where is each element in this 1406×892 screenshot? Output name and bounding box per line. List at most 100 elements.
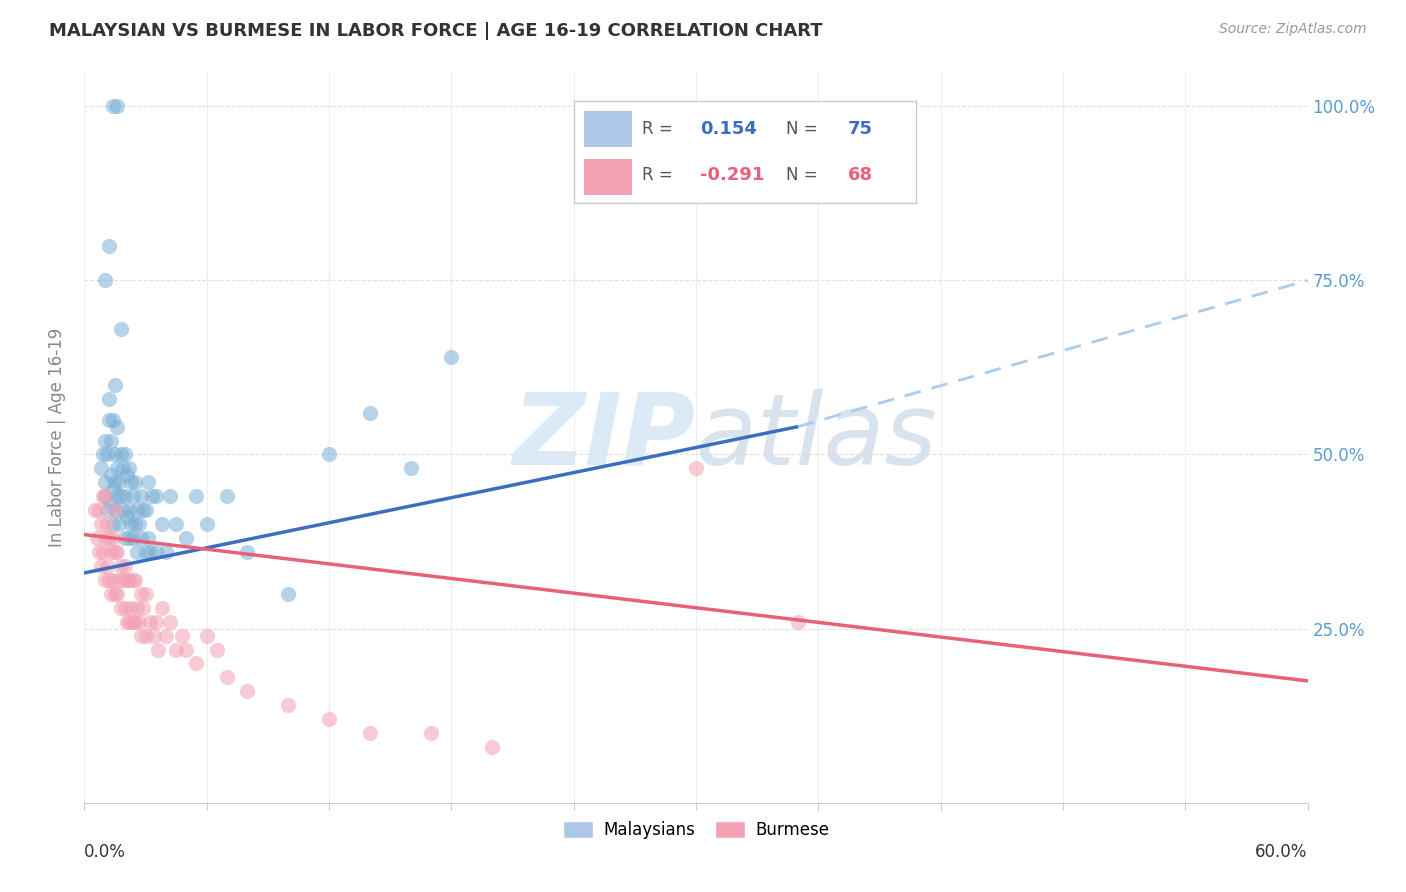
Point (128, 615, 150, 629)
Point (105, 545, 128, 559)
Point (236, 684, 259, 698)
Point (122, 531, 145, 545)
Point (136, 475, 159, 490)
Point (105, 587, 128, 601)
Point (101, 99, 124, 113)
Point (86, 531, 108, 545)
Point (83, 503, 105, 517)
Point (124, 615, 146, 629)
Point (127, 503, 149, 517)
Point (90, 461, 112, 475)
Point (217, 489, 239, 503)
Point (115, 573, 138, 587)
Point (108, 573, 131, 587)
Point (195, 517, 218, 532)
Point (108, 517, 131, 532)
Text: MALAYSIAN VS BURMESE IN LABOR FORCE | AGE 16-19 CORRELATION CHART: MALAYSIAN VS BURMESE IN LABOR FORCE | AG… (49, 22, 823, 40)
Point (420, 726, 443, 740)
Point (132, 600, 155, 615)
Point (101, 483, 124, 497)
Point (122, 573, 145, 587)
Point (91, 545, 114, 559)
Point (359, 406, 381, 420)
Point (128, 517, 150, 532)
Point (118, 573, 141, 587)
Point (110, 489, 132, 503)
Point (100, 587, 122, 601)
Point (174, 642, 197, 657)
Point (114, 558, 136, 573)
Point (150, 600, 173, 615)
Point (399, 461, 422, 475)
Point (97, 573, 120, 587)
Point (155, 545, 177, 559)
Point (114, 531, 136, 545)
Point (105, 461, 128, 475)
Point (114, 489, 136, 503)
Point (146, 642, 169, 657)
Point (195, 629, 218, 643)
Legend: Malaysians, Burmese: Malaysians, Burmese (557, 814, 835, 846)
Point (96, 503, 118, 517)
Point (142, 629, 165, 643)
Point (131, 531, 153, 545)
Point (135, 587, 157, 601)
Point (141, 489, 163, 503)
Point (112, 503, 135, 517)
Point (96, 517, 118, 532)
Point (115, 510, 138, 524)
Point (97, 238, 120, 252)
Point (122, 489, 145, 503)
Point (277, 587, 299, 601)
Point (131, 629, 153, 643)
Point (96, 558, 118, 573)
Point (114, 448, 136, 462)
Point (145, 615, 167, 629)
Point (787, 615, 810, 629)
Point (104, 503, 127, 517)
Point (115, 468, 138, 483)
Point (104, 503, 127, 517)
Point (93, 489, 115, 503)
Point (124, 475, 146, 490)
Point (120, 475, 142, 490)
Point (440, 350, 463, 364)
Point (105, 489, 128, 503)
Point (87, 503, 110, 517)
Y-axis label: In Labor Force | Age 16-19: In Labor Force | Age 16-19 (48, 327, 66, 547)
Point (118, 615, 141, 629)
Point (145, 489, 167, 503)
Point (93, 489, 115, 503)
Point (93, 531, 115, 545)
Point (104, 377, 127, 392)
Point (135, 629, 157, 643)
Text: 60.0%: 60.0% (1256, 843, 1308, 861)
Point (145, 545, 167, 559)
Point (90, 517, 112, 532)
Point (136, 531, 159, 545)
Point (110, 558, 132, 573)
Point (90, 558, 112, 573)
Point (105, 99, 128, 113)
Point (481, 740, 503, 755)
Point (97, 392, 120, 406)
Text: ZIP: ZIP (513, 389, 696, 485)
Point (96, 448, 118, 462)
Point (100, 496, 122, 510)
Point (110, 448, 132, 462)
Point (101, 531, 124, 545)
Point (135, 545, 157, 559)
Text: 0.0%: 0.0% (84, 843, 127, 861)
Point (110, 322, 132, 336)
Point (112, 461, 135, 475)
Point (120, 517, 142, 532)
Point (122, 615, 145, 629)
Point (101, 517, 124, 532)
Point (100, 434, 122, 448)
Point (100, 468, 122, 483)
Point (104, 587, 127, 601)
Point (174, 531, 197, 545)
Point (165, 517, 187, 532)
Point (108, 475, 131, 490)
Point (318, 712, 340, 726)
